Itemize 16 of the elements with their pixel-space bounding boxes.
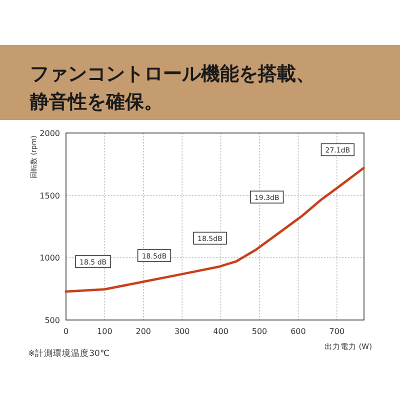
x-tick-label: 700	[329, 327, 345, 336]
x-tick-label: 500	[252, 327, 268, 336]
x-tick-label: 600	[290, 327, 306, 336]
y-tick-label: 1500	[40, 191, 60, 200]
y-tick-label: 2000	[40, 129, 60, 138]
x-tick-label: 300	[174, 327, 190, 336]
x-tick-label: 0	[63, 327, 69, 336]
y-tick-label: 1000	[40, 254, 60, 263]
chart-title: ファンコントロール機能を搭載、	[30, 63, 315, 85]
chart-subtitle: 静音性を確保。	[29, 91, 163, 113]
x-tick-label: 100	[97, 327, 112, 336]
y-tick-label: 500	[44, 316, 60, 325]
text: ※計測環境温度30℃	[28, 348, 110, 359]
x-tick-label: 400	[213, 327, 228, 336]
x-tick-label: 200	[136, 327, 152, 336]
line-series	[64, 166, 365, 293]
